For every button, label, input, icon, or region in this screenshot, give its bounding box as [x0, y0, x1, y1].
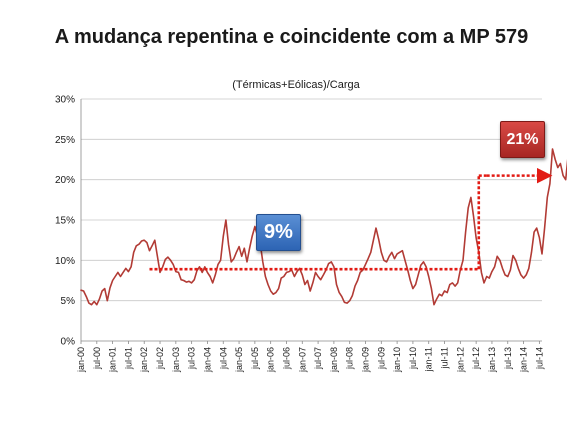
x-tick-label: jul-12: [471, 347, 481, 370]
y-tick-label: 20%: [55, 175, 75, 186]
axes: [80, 99, 542, 342]
x-tick-label: jul-05: [250, 347, 260, 370]
x-tick-label: jan-09: [361, 347, 371, 373]
x-tick-label: jan-01: [108, 347, 118, 373]
x-tick-label: jan-06: [266, 347, 276, 373]
callout-after-avg: 21%: [500, 121, 545, 158]
x-tick-label: jul-08: [345, 347, 355, 370]
x-tick-label: jan-05: [234, 347, 244, 373]
y-tick-label: 10%: [55, 256, 75, 267]
callout-before-avg: 9%: [256, 214, 301, 251]
x-tick-label: jan-03: [171, 347, 181, 373]
y-tick-label: 25%: [55, 135, 75, 146]
x-tick-label: jan-04: [202, 347, 212, 373]
x-tick-label: jan-12: [455, 347, 465, 373]
y-tick-label: 30%: [55, 95, 75, 106]
x-axis-tick-labels: jan-00 jul-00 jan-01 jul-01 jan-02 jul-02 jan-…: [76, 341, 544, 373]
chart-title: (Térmicas+Eólicas)/Carga: [232, 79, 360, 91]
x-tick-label: jul-10: [408, 347, 418, 370]
y-axis-tick-labels: 0% 5% 10% 15% 20% 25% 30%: [55, 95, 75, 348]
x-tick-label: jul-13: [503, 347, 513, 370]
x-tick-label: jul-00: [92, 347, 102, 370]
x-tick-label: jul-03: [187, 347, 197, 370]
y-tick-label: 15%: [55, 216, 75, 227]
x-tick-label: jul-07: [313, 347, 323, 370]
x-tick-label: jul-02: [155, 347, 165, 370]
x-tick-label: jan-10: [392, 347, 402, 373]
x-tick-label: jan-00: [76, 347, 86, 373]
x-tick-label: jan-08: [329, 347, 339, 373]
x-tick-label: jan-14: [519, 347, 529, 373]
x-tick-label: jul-01: [123, 347, 133, 370]
x-tick-label: jul-11: [440, 347, 450, 369]
slide-title: A mudança repentina e coincidente com a …: [54, 26, 529, 48]
x-tick-label: jan-11: [424, 347, 434, 372]
series-layer: [80, 148, 567, 306]
x-tick-label: jul-06: [281, 347, 291, 370]
x-tick-label: jul-09: [376, 347, 386, 370]
gridlines: [81, 98, 542, 302]
x-tick-label: jan-13: [487, 347, 497, 373]
x-tick-label: jan-07: [297, 347, 307, 373]
y-tick-label: 5%: [61, 296, 76, 307]
x-tick-label: jul-14: [534, 347, 544, 370]
series-line: [80, 148, 567, 306]
x-tick-label: jul-04: [218, 347, 228, 370]
reference-lines: [149, 167, 553, 271]
y-tick-label: 0%: [61, 337, 76, 348]
x-tick-label: jan-02: [139, 347, 149, 373]
